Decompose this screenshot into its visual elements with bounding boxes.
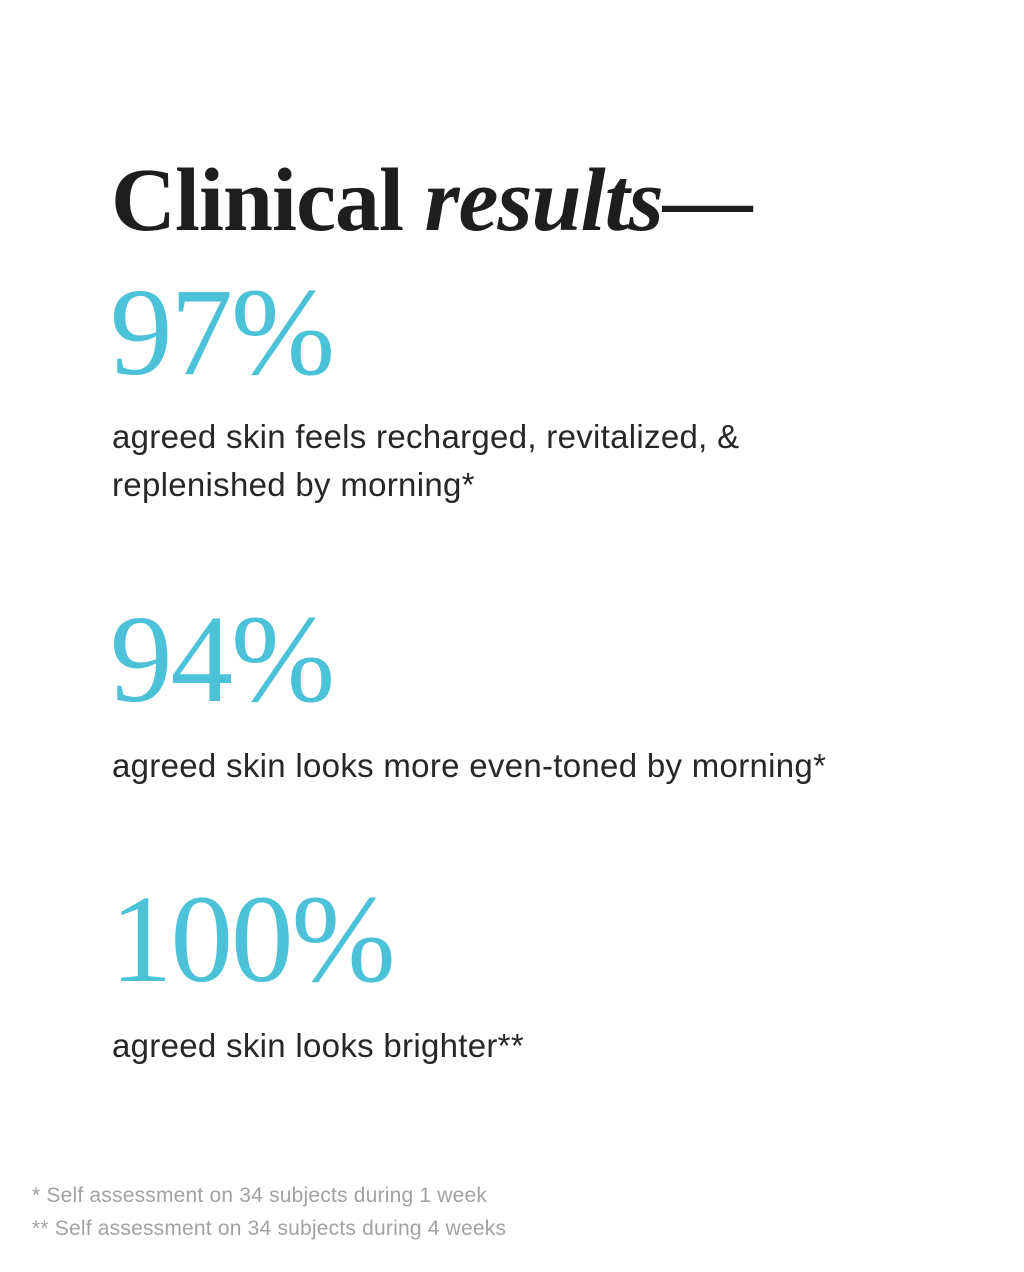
stat-value-even-toned: 94% [110,591,335,729]
page-title-italic: results [424,151,664,251]
stat-description-recharged: agreed skin feels recharged, revitalized… [112,418,740,503]
stat-description-brighter: agreed skin looks brighter** [112,1027,524,1064]
stat-description-even-toned: agreed skin looks more even-toned by mor… [112,747,827,784]
page-title: Clinical results— [111,156,753,246]
footnote-one-week: * Self assessment on 34 subjects during … [32,1184,488,1207]
stat-value-recharged: 97% [110,264,335,402]
page-title-dash: — [662,151,753,251]
footnote-four-weeks: ** Self assessment on 34 subjects during… [32,1217,507,1240]
page-title-regular: Clinical [111,151,425,251]
footnotes: * Self assessment on 34 subjects during … [32,1179,506,1245]
stat-value-brighter: 100% [110,871,396,1009]
